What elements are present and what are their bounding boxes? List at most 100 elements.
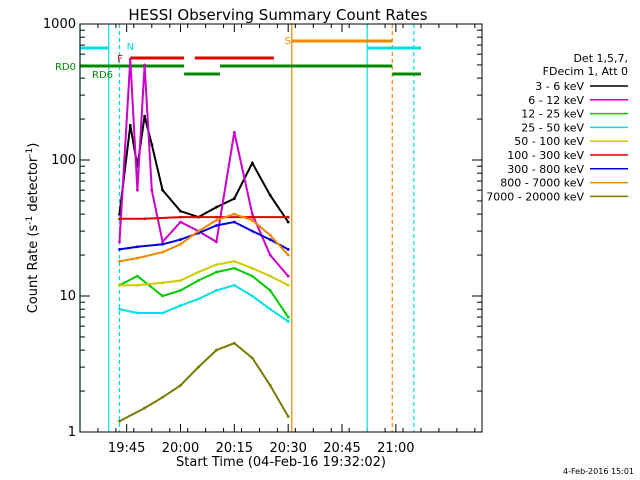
data-point <box>118 248 121 251</box>
data-point <box>136 283 139 287</box>
data-point <box>197 297 200 301</box>
data-point <box>286 315 290 319</box>
data-point <box>136 245 139 249</box>
data-point <box>214 288 218 292</box>
data-point <box>250 294 254 298</box>
data-point <box>161 311 164 315</box>
data-point <box>286 320 290 323</box>
y-axis-label-part: detector <box>26 156 41 216</box>
data-point <box>232 197 236 201</box>
flag-label-s: S <box>285 36 291 47</box>
y-axis-label-part: -1 <box>25 148 35 157</box>
data-point <box>250 274 254 278</box>
data-point <box>214 240 218 244</box>
series-line <box>119 284 289 323</box>
data-point <box>161 281 164 285</box>
data-point <box>161 240 164 244</box>
legend-label: 100 - 300 keV <box>507 149 584 162</box>
data-point <box>268 274 272 278</box>
data-point <box>143 63 147 67</box>
data-point <box>250 356 254 360</box>
data-point <box>250 215 254 219</box>
data-point <box>286 253 290 257</box>
data-point <box>150 188 154 192</box>
data-point <box>179 220 182 224</box>
y-tick-label: 100 <box>51 153 76 168</box>
data-point <box>136 274 139 278</box>
legend-label: 300 - 800 keV <box>507 163 584 176</box>
data-point <box>250 229 254 233</box>
data-point <box>268 193 272 197</box>
y-tick-label: 1 <box>68 425 76 440</box>
data-point <box>161 242 164 246</box>
data-point <box>232 220 236 224</box>
x-tick-label: 19:45 <box>108 441 145 456</box>
data-point <box>179 242 182 246</box>
data-point <box>118 283 121 287</box>
data-point <box>179 238 182 241</box>
y-axis-label: Count Rate (s-1 detector-1) <box>25 143 41 314</box>
data-point <box>250 212 254 216</box>
data-point <box>232 283 236 287</box>
flag-label-rd6: RD6 <box>92 70 113 81</box>
data-point <box>250 218 254 222</box>
legend-label: 7000 - 20000 keV <box>486 190 584 203</box>
data-point <box>136 188 139 192</box>
data-point <box>161 395 164 399</box>
data-point <box>214 348 218 352</box>
y-tick-label: 1000 <box>43 17 76 32</box>
flag-label-f: F <box>117 54 123 65</box>
data-point <box>268 233 272 237</box>
plot-frame <box>79 23 483 433</box>
series-line <box>119 342 290 423</box>
chart-title: HESSI Observing Summary Count Rates <box>128 6 427 24</box>
data-point <box>197 229 200 233</box>
data-point <box>150 143 154 146</box>
legend-header: FDecim 1, Att 0 <box>543 65 628 78</box>
legend-header: Det 1,5,7, <box>573 52 628 65</box>
series-line <box>119 260 289 287</box>
data-point <box>136 256 139 260</box>
data-point <box>143 217 147 221</box>
series-line <box>119 213 289 263</box>
axes: 19:45 20:00 20:15 20:30 20:45 21:00 1 10 100 1000 <box>43 17 482 456</box>
legend-label: 25 - 50 keV <box>521 121 584 134</box>
data-point <box>268 253 272 257</box>
data-point <box>179 304 182 307</box>
data-point <box>214 224 218 227</box>
series-line <box>119 267 290 318</box>
data-point <box>286 215 290 219</box>
data-point <box>161 250 164 254</box>
data-point <box>232 341 236 345</box>
data-point <box>143 406 147 410</box>
data-point <box>118 259 121 263</box>
flag-label-n: N <box>127 42 134 53</box>
y-tick-label: 10 <box>59 289 76 304</box>
data-point <box>118 217 121 221</box>
data-point <box>232 212 236 216</box>
y-axis-label-part: ) <box>26 143 41 148</box>
x-tick-label: 20:45 <box>323 441 360 456</box>
data-point <box>214 263 218 267</box>
data-point <box>286 220 290 224</box>
legend-label: 3 - 6 keV <box>535 80 584 93</box>
data-point <box>197 279 200 282</box>
legend-label: 50 - 100 keV <box>514 135 584 148</box>
data-point <box>118 419 121 423</box>
data-point <box>197 365 200 369</box>
data-point <box>214 215 218 219</box>
data-point <box>268 307 272 311</box>
data-point <box>143 114 147 118</box>
series-line <box>119 220 289 251</box>
data-point <box>161 188 164 192</box>
data-point <box>268 384 272 387</box>
data-point <box>286 283 290 287</box>
series-line <box>118 115 290 223</box>
data-point <box>128 57 132 61</box>
legend-label: 800 - 7000 keV <box>500 177 584 190</box>
data-point <box>118 240 121 244</box>
data-point <box>136 311 139 315</box>
legend-label: 12 - 25 keV <box>521 108 584 121</box>
